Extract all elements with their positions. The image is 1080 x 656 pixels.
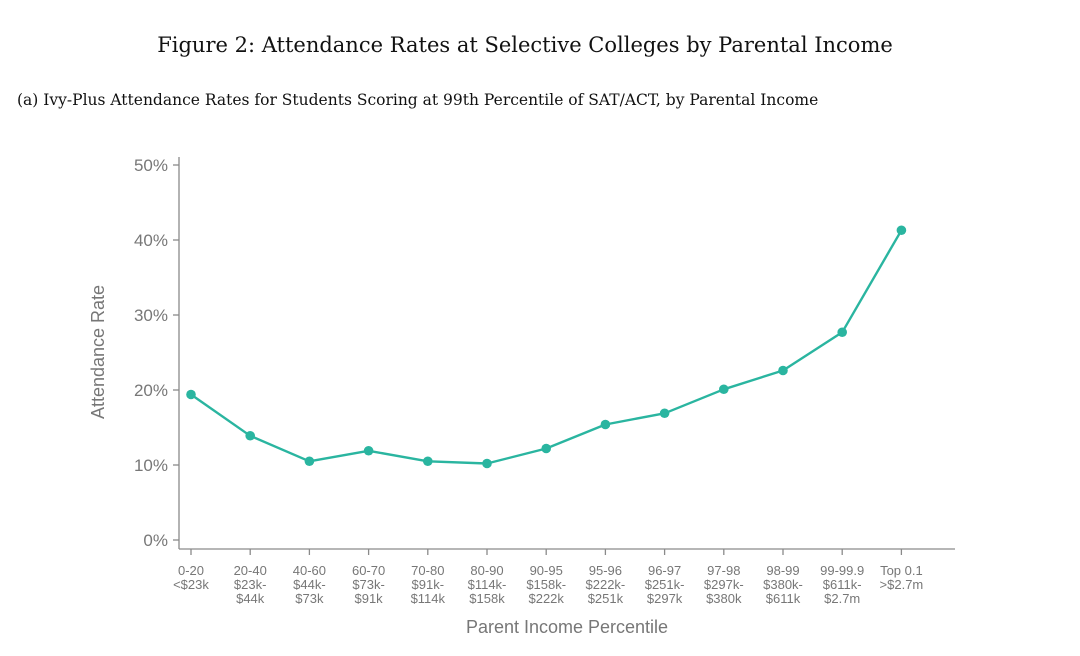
- x-tick-label: $158k-: [526, 577, 566, 592]
- x-tick-label: 96-97: [648, 563, 681, 578]
- x-tick-label: 20-40: [234, 563, 267, 578]
- data-point: [600, 419, 611, 430]
- x-tick-label: $222k: [528, 591, 564, 606]
- data-point: [896, 225, 907, 236]
- x-tick-label: $611k: [766, 591, 801, 606]
- x-tick-label: $251k-: [645, 577, 685, 592]
- x-tick-label: $251k: [588, 591, 624, 606]
- x-tick-label: $297k-: [704, 577, 744, 592]
- x-tick-label: $380k: [706, 591, 742, 606]
- data-point: [304, 456, 315, 467]
- data-point: [186, 389, 196, 400]
- x-tick-label: $91k: [354, 591, 383, 606]
- x-tick-label: $44k: [236, 591, 265, 606]
- x-tick-labels: 0-20<$23k 20-40$23k-$44k 40-60$44k-$73k 60-…: [173, 563, 923, 606]
- x-axis-label: Parent Income Percentile: [466, 617, 668, 637]
- x-tick-label: $73k: [295, 591, 324, 606]
- figure-subtitle: (a) Ivy-Plus Attendance Rates for Studen…: [17, 91, 819, 109]
- x-tick-label: $91k-: [412, 577, 445, 592]
- x-tick-label: $158k: [469, 591, 505, 606]
- y-axis-label: Attendance Rate: [88, 285, 108, 419]
- x-tick-label: $23k-: [234, 577, 267, 592]
- series-line: [190, 229, 903, 465]
- x-tick-label: <$23k: [173, 577, 209, 592]
- data-point: [245, 430, 255, 441]
- y-tick-label: 10%: [134, 456, 168, 475]
- x-tick-label: 95-96: [589, 563, 622, 578]
- x-tick-label: $114k-: [468, 577, 507, 592]
- series-attendance: [186, 225, 907, 469]
- data-point: [541, 443, 551, 454]
- data-point: [837, 327, 847, 338]
- data-point: [482, 458, 492, 469]
- x-tick-label: $222k-: [586, 577, 626, 592]
- y-tick-label: 30%: [134, 306, 168, 325]
- x-tick-label: 97-98: [707, 563, 740, 578]
- data-point: [659, 408, 670, 419]
- x-tick-label: $611k-: [823, 577, 862, 592]
- x-tick-label: 70-80: [411, 563, 444, 578]
- x-tick-label: $44k-: [293, 577, 326, 592]
- y-tick-label: 0%: [143, 531, 168, 550]
- x-tick-label: Top 0.1: [880, 563, 923, 578]
- data-point: [363, 445, 374, 456]
- x-tick-label: $297k: [647, 591, 683, 606]
- x-tick-label: 40-60: [293, 563, 326, 578]
- data-point: [423, 456, 433, 467]
- x-tick-label: >$2.7m: [880, 577, 924, 592]
- x-tick-label: 99-99.9: [820, 563, 864, 578]
- data-point: [719, 384, 729, 395]
- y-tick-label: 40%: [134, 231, 168, 250]
- x-tick-label: $73k-: [352, 577, 385, 592]
- figure-title: Figure 2: Attendance Rates at Selective …: [157, 33, 893, 57]
- y-tick-label: 50%: [134, 156, 168, 175]
- x-tick-label: 60-70: [352, 563, 385, 578]
- y-tick-labels: 0% 10% 20% 30% 40% 50%: [134, 156, 168, 550]
- x-tick-label: $380k-: [763, 577, 803, 592]
- x-tick-label: $2.7m: [824, 591, 860, 606]
- data-point: [778, 365, 788, 376]
- x-tick-label: $114k: [411, 591, 446, 606]
- x-tick-label: 90-95: [530, 563, 563, 578]
- x-tick-label: 0-20: [178, 563, 204, 578]
- y-tick-label: 20%: [134, 381, 168, 400]
- chart-axes: [173, 157, 955, 555]
- x-tick-label: 98-99: [766, 563, 799, 578]
- x-tick-label: 80-90: [470, 563, 503, 578]
